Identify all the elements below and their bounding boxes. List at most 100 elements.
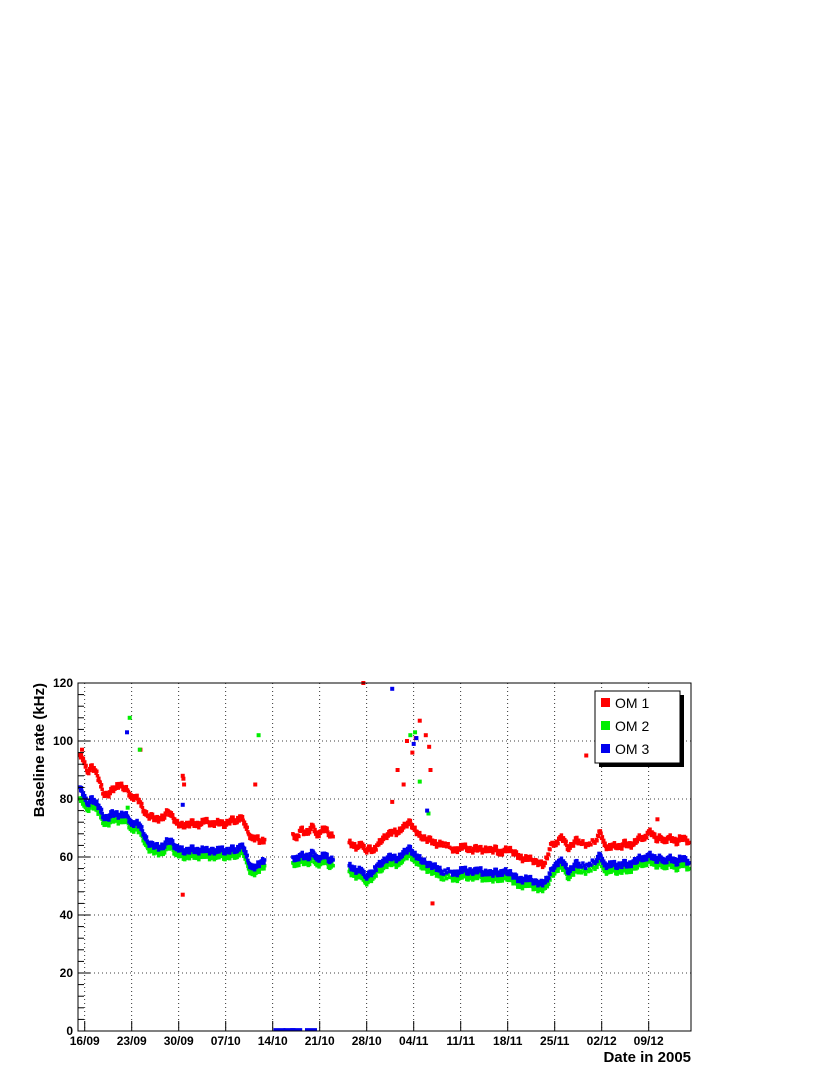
data-point [619, 863, 623, 867]
data-point [243, 824, 247, 829]
data-point [256, 862, 261, 866]
data-point [586, 843, 591, 848]
data-point [309, 853, 313, 858]
data-point [499, 877, 504, 881]
data-point [307, 856, 312, 861]
data-point [636, 855, 640, 860]
data-point [582, 869, 586, 874]
data-point [459, 868, 464, 872]
data-point [131, 822, 135, 826]
data-point [356, 870, 361, 874]
y-tick-label: 40 [60, 908, 74, 922]
data-point [499, 848, 503, 853]
data-point [401, 858, 406, 862]
x-tick-label: 25/11 [540, 1034, 570, 1048]
data-point [600, 835, 605, 839]
data-point [621, 843, 625, 848]
data-point [455, 873, 460, 878]
data-point [386, 863, 390, 867]
y-tick-label: 80 [60, 792, 74, 806]
data-point [348, 861, 352, 866]
data-point [422, 834, 427, 838]
data-point [175, 818, 180, 823]
data-point [187, 848, 191, 853]
data-point [362, 870, 366, 874]
data-point [575, 835, 579, 840]
data-point [685, 864, 690, 869]
data-points [77, 681, 691, 1032]
data-point [479, 844, 483, 849]
data-point [605, 844, 609, 848]
data-point [565, 843, 569, 848]
data-point [110, 785, 114, 789]
data-point [468, 845, 472, 850]
data-point [380, 868, 384, 873]
data-point [356, 845, 361, 850]
data-point [642, 858, 647, 862]
data-point [648, 827, 652, 832]
data-point [311, 823, 315, 827]
data-point [330, 831, 334, 835]
data-point [312, 829, 317, 834]
data-point [567, 848, 571, 853]
data-point [581, 839, 585, 843]
data-point [223, 825, 227, 829]
data-point [627, 864, 631, 869]
data-point [471, 851, 475, 855]
data-point [350, 841, 354, 845]
data-point [86, 809, 91, 814]
data-point [379, 837, 384, 842]
data-point [625, 861, 629, 866]
data-point [215, 856, 219, 860]
data-point [475, 876, 480, 881]
data-point [673, 836, 677, 841]
data-point [162, 845, 167, 849]
data-point [490, 877, 495, 882]
data-point [609, 847, 613, 851]
data-point [357, 865, 362, 870]
data-point [546, 882, 551, 887]
data-point [297, 857, 301, 862]
data-point [313, 832, 318, 836]
data-point [540, 889, 545, 894]
data-point [581, 861, 585, 865]
data-point [655, 860, 660, 864]
data-point [259, 865, 264, 869]
x-axis-title: Date in 2005 [603, 1049, 691, 1066]
data-point [365, 872, 370, 877]
data-point [195, 820, 200, 825]
data-point [628, 862, 633, 866]
data-point [468, 872, 472, 877]
data-point [571, 867, 576, 872]
data-point [84, 763, 88, 768]
data-point [95, 769, 99, 774]
data-point [256, 834, 260, 838]
data-point [599, 854, 603, 858]
data-point [114, 786, 119, 790]
data-point [629, 864, 633, 869]
data-point [319, 829, 324, 834]
data-point [596, 856, 601, 861]
data-point [440, 869, 444, 874]
data-point [494, 844, 499, 849]
data-point [368, 877, 373, 881]
data-point [522, 882, 527, 886]
data-point [460, 847, 464, 851]
data-point [548, 872, 552, 877]
data-point [519, 875, 523, 880]
data-point [567, 867, 572, 871]
data-point [224, 823, 229, 827]
data-point [393, 853, 397, 858]
data-point [607, 847, 611, 851]
data-point [635, 839, 640, 844]
data-point [205, 851, 209, 856]
data-point [390, 686, 395, 691]
y-tick-label: 0 [66, 1024, 73, 1038]
data-point [545, 884, 550, 889]
data-point [400, 860, 405, 864]
data-point [582, 863, 586, 868]
data-point [668, 833, 672, 837]
data-point [369, 873, 374, 878]
data-point [397, 857, 401, 862]
data-point [242, 848, 246, 853]
